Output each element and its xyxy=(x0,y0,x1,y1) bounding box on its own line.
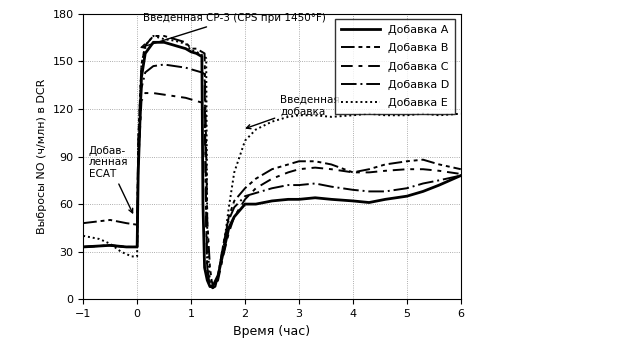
Legend: Добавка А, Добавка B, Добавка C, Добавка D, Добавка E: Добавка А, Добавка B, Добавка C, Добавка… xyxy=(335,19,455,114)
X-axis label: Время (час): Время (час) xyxy=(234,324,310,337)
Text: Введенная СР-3 (CPS при 1450°F): Введенная СР-3 (CPS при 1450°F) xyxy=(141,13,325,48)
Text: Введенная
добавка: Введенная добавка xyxy=(246,95,340,129)
Y-axis label: Выбросы NO (ч/млн) в DCR: Выбросы NO (ч/млн) в DCR xyxy=(36,79,47,234)
Text: Добав-
ленная
ЕСАТ: Добав- ленная ЕСАТ xyxy=(88,146,132,213)
